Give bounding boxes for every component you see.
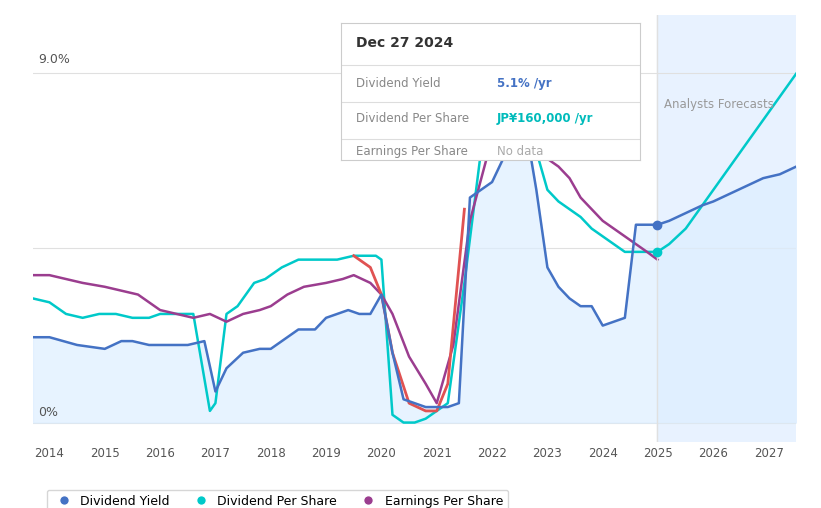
Text: Past: Past [608,98,633,111]
Text: Analysts Forecasts: Analysts Forecasts [663,98,773,111]
Text: No data: No data [497,145,543,158]
Text: JP¥160,000 /yr: JP¥160,000 /yr [497,112,593,125]
Text: Earnings Per Share: Earnings Per Share [355,145,468,158]
Text: Dec 27 2024: Dec 27 2024 [355,37,453,50]
Legend: Dividend Yield, Dividend Per Share, Earnings Per Share: Dividend Yield, Dividend Per Share, Earn… [47,490,508,508]
Text: Dividend Per Share: Dividend Per Share [355,112,469,125]
Text: 9.0%: 9.0% [39,53,71,66]
Text: 5.1% /yr: 5.1% /yr [497,77,551,90]
Bar [658,15,796,442]
Text: Dividend Yield: Dividend Yield [355,77,440,90]
Text: 0%: 0% [39,406,58,419]
